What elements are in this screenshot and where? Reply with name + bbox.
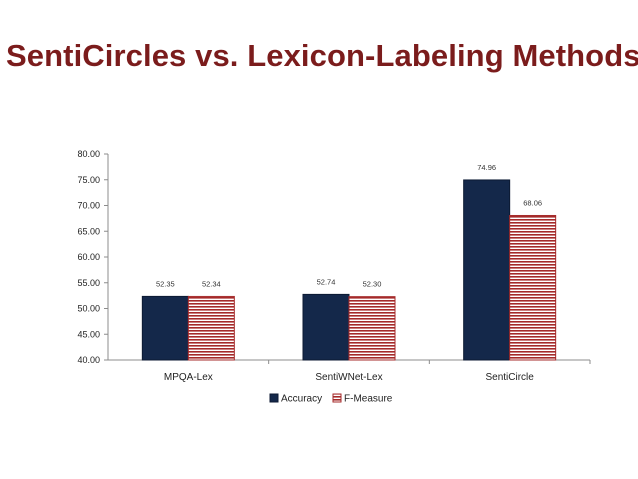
bar-accuracy [141, 295, 189, 361]
chart-legend: Accuracy F-Measure [269, 393, 393, 405]
legend-label: Accuracy [281, 394, 322, 405]
y-tick-label: 50.00 [77, 304, 100, 314]
x-category-label: MPQA-Lex [164, 372, 213, 383]
bar-f-measure [187, 295, 235, 361]
bar-value-label: 74.96 [477, 163, 496, 172]
y-tick-label: 65.00 [77, 226, 100, 236]
bar-value-label: 68.06 [523, 198, 542, 207]
bar-value-label: 52.74 [317, 277, 336, 286]
bar-f-measure [509, 214, 557, 361]
y-tick-label: 55.00 [77, 278, 100, 288]
bar-f-measure [348, 296, 396, 361]
y-tick-label: 60.00 [77, 252, 100, 262]
bar-value-label: 52.35 [156, 279, 175, 288]
y-tick-label: 45.00 [77, 329, 100, 339]
bar-accuracy [463, 179, 511, 361]
x-category-label: SentiWNet-Lex [315, 372, 382, 383]
y-tick-label: 40.00 [77, 355, 100, 365]
bar-value-label: 52.34 [202, 279, 221, 288]
y-tick-label: 70.00 [77, 201, 100, 211]
legend-label: F-Measure [344, 394, 393, 405]
bar-accuracy [302, 293, 350, 361]
bar-value-label: 52.30 [363, 280, 382, 289]
y-tick-label: 80.00 [77, 149, 100, 159]
x-category-label: SentiCircle [485, 372, 534, 383]
chart-bars [141, 179, 557, 361]
legend-swatch-f-measure [332, 393, 342, 403]
slide-title: SentiCircles vs. Lexicon-Labeling Method… [6, 38, 638, 73]
chart-labels: MPQA-Lex 52.35 52.34 SentiWNet-Lex 52.74 52.3… [156, 163, 542, 383]
legend-swatch-accuracy [269, 393, 279, 403]
y-tick-label: 75.00 [77, 175, 100, 185]
